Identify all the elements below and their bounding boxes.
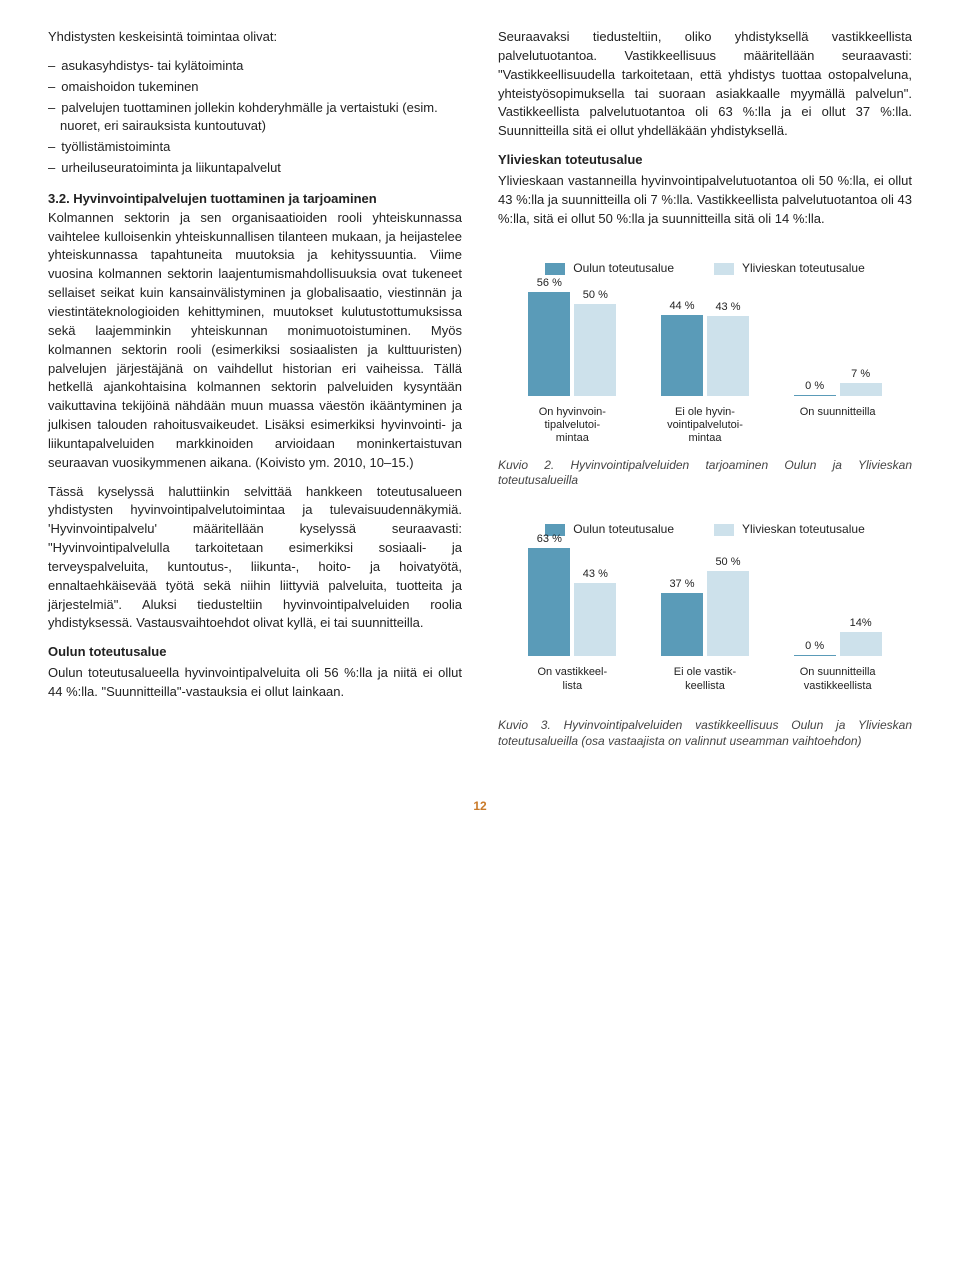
group-label: On vastikkeel-lista — [537, 666, 607, 706]
bar-value-label: 44 % — [669, 299, 694, 315]
intro-line: Yhdistysten keskeisintä toimintaa olivat… — [48, 28, 462, 47]
bar-rect — [794, 655, 836, 656]
chart-3: Oulun toteutusalue Ylivieskan toteutusal… — [498, 507, 912, 710]
bar-value-label: 50 % — [583, 288, 608, 304]
bullet-item: urheiluseuratoiminta ja liikuntapalvelut — [48, 159, 462, 178]
bar-oulu: 0 % — [794, 395, 836, 396]
bar-rect — [528, 292, 570, 395]
vastikkeellisuus-paragraph: Seuraavaksi tiedusteltiin, oliko yhdisty… — [498, 28, 912, 141]
section-3-2-title: 3.2. Hyvinvointipalvelujen tuottaminen j… — [48, 191, 377, 206]
bar-rect — [574, 583, 616, 657]
bar-yliv: 43 % — [574, 583, 616, 657]
page-number: 12 — [48, 798, 912, 815]
chart-3-bars: 63 %43 %On vastikkeel-lista37 %50 %Ei ol… — [506, 556, 904, 706]
bullet-item: palvelujen tuottaminen jollekin kohderyh… — [48, 99, 462, 137]
bar-value-label: 14% — [850, 616, 872, 632]
bar-value-label: 50 % — [715, 555, 740, 571]
chart-group: 37 %50 %Ei ole vastik-keellista — [645, 536, 765, 706]
bar-yliv: 7 % — [840, 383, 882, 396]
ylivieska-heading: Ylivieskan toteutusalue — [498, 151, 912, 170]
survey-definition-paragraph: Tässä kyselyssä haluttiinkin selvittää h… — [48, 483, 462, 634]
chart-group: 56 %50 %On hyvinvoin-tipalvelutoi-mintaa — [512, 276, 632, 446]
group-label: On hyvinvoin-tipalvelutoi-mintaa — [539, 406, 606, 446]
bar-pair: 44 %43 % — [661, 276, 749, 396]
bar-value-label: 0 % — [805, 379, 824, 395]
bullet-item: asukasyhdistys- tai kylätoiminta — [48, 57, 462, 76]
bar-rect — [840, 632, 882, 656]
bar-rect — [528, 548, 570, 656]
bar-value-label: 37 % — [669, 577, 694, 593]
bar-pair: 0 % 14% — [794, 536, 882, 656]
right-column: Seuraavaksi tiedusteltiin, oliko yhdisty… — [498, 28, 912, 768]
bar-yliv: 50 % — [707, 571, 749, 657]
bar-oulu: 44 % — [661, 315, 703, 396]
bar-rect — [661, 315, 703, 396]
chart-group: 0 % 14% On suunnitteillavastikkeellista — [778, 536, 898, 706]
bar-rect — [794, 395, 836, 396]
bar-pair: 37 %50 % — [661, 536, 749, 656]
bar-oulu: 37 % — [661, 593, 703, 656]
chart-2: Oulun toteutusalue Ylivieskan toteutusal… — [498, 246, 912, 449]
swatch-oulu — [545, 263, 565, 275]
left-column: Yhdistysten keskeisintä toimintaa olivat… — [48, 28, 462, 768]
chart-2-bars: 56 %50 %On hyvinvoin-tipalvelutoi-mintaa… — [506, 296, 904, 446]
group-label: Ei ole vastik-keellista — [674, 666, 736, 706]
group-label: Ei ole hyvin-vointipalvelutoi-mintaa — [667, 406, 743, 446]
bar-value-label: 56 % — [537, 276, 562, 292]
bar-pair: 56 %50 % — [528, 276, 616, 396]
bar-rect — [707, 571, 749, 657]
section-3-2-body: Kolmannen sektorin ja sen organisaatioid… — [48, 210, 462, 470]
bar-value-label: 43 % — [715, 300, 740, 316]
bar-value-label: 43 % — [583, 567, 608, 583]
bar-value-label: 63 % — [537, 532, 562, 548]
bar-oulu: 63 % — [528, 548, 570, 656]
group-label: On suunnitteilla — [800, 406, 876, 446]
bar-rect — [574, 304, 616, 396]
activity-bullets: asukasyhdistys- tai kylätoiminta omaisho… — [48, 57, 462, 178]
bar-yliv: 14% — [840, 632, 882, 656]
chart-group: 0 % 7 % On suunnitteilla — [778, 276, 898, 446]
chart-3-caption: Kuvio 3. Hyvinvointipalveluiden vastikke… — [498, 718, 912, 749]
oulu-body: Oulun toteutusalueella hyvinvointipalvel… — [48, 664, 462, 702]
section-3-2: 3.2. Hyvinvointipalvelujen tuottaminen j… — [48, 190, 462, 473]
ylivieska-body: Ylivieskaan vastanneilla hyvinvointipalv… — [498, 172, 912, 229]
bullet-item: työllistämistoiminta — [48, 138, 462, 157]
oulu-heading: Oulun toteutusalue — [48, 643, 462, 662]
bar-value-label: 0 % — [805, 639, 824, 655]
bar-value-label: 7 % — [851, 367, 870, 383]
swatch-ylivieska — [714, 263, 734, 275]
bar-yliv: 50 % — [574, 304, 616, 396]
bar-pair: 0 % 7 % — [794, 276, 882, 396]
bar-rect — [840, 383, 882, 396]
bar-rect — [661, 593, 703, 656]
page-columns: Yhdistysten keskeisintä toimintaa olivat… — [48, 28, 912, 768]
bar-yliv: 43 % — [707, 316, 749, 395]
bullet-item: omaishoidon tukeminen — [48, 78, 462, 97]
bar-oulu: 0 % — [794, 655, 836, 656]
chart-2-caption: Kuvio 2. Hyvinvointipalveluiden tarjoami… — [498, 458, 912, 489]
bar-rect — [707, 316, 749, 395]
bar-oulu: 56 % — [528, 292, 570, 395]
chart-group: 63 %43 %On vastikkeel-lista — [512, 536, 632, 706]
group-label: On suunnitteillavastikkeellista — [800, 666, 876, 706]
bar-pair: 63 %43 % — [528, 536, 616, 656]
swatch-ylivieska — [714, 524, 734, 536]
chart-group: 44 %43 %Ei ole hyvin-vointipalvelutoi-mi… — [645, 276, 765, 446]
